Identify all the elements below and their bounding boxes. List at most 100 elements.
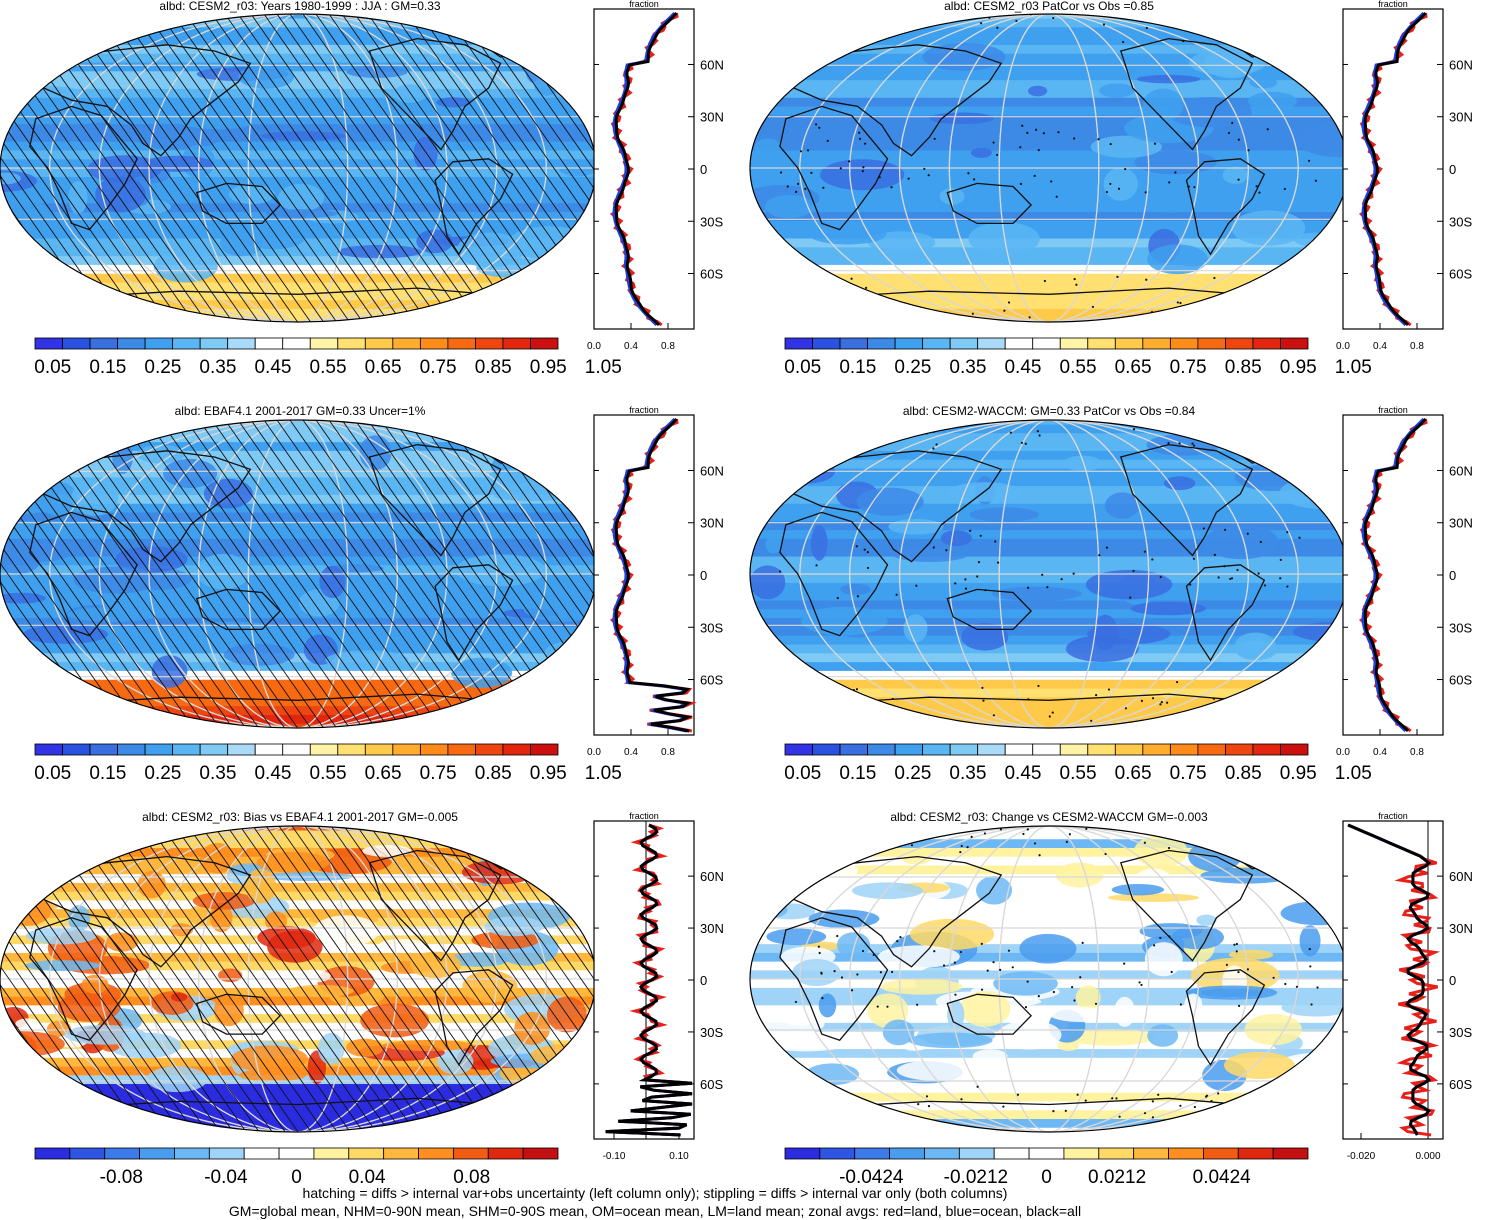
colorbar-swatch bbox=[383, 1147, 419, 1160]
zonal-x-tick-label: 0.4 bbox=[1373, 747, 1387, 758]
zonal-x-tick-label: 0.8 bbox=[1410, 747, 1424, 758]
zonal-header: fraction bbox=[629, 811, 659, 821]
colorbar-label: 0.25 bbox=[894, 763, 931, 784]
colorbar-label: -0.0212 bbox=[944, 1167, 1008, 1188]
colorbar-label: -0.08 bbox=[100, 1167, 143, 1188]
colorbar-label: 0.55 bbox=[1060, 763, 1097, 784]
colorbar-swatch bbox=[819, 1147, 856, 1160]
zonal-all-curve bbox=[1363, 12, 1427, 327]
colorbar-swatch bbox=[208, 1147, 245, 1160]
colorbar-swatch bbox=[1203, 1147, 1239, 1160]
zonal-mean-plot: fraction 60N 30N 0 30S 60S 0.0 0.4 0.8 bbox=[587, 0, 724, 352]
colorbar-swatch bbox=[1059, 337, 1089, 350]
colorbar-label: 0.45 bbox=[254, 763, 291, 784]
colorbar-swatch bbox=[854, 1147, 891, 1160]
colorbar-swatch bbox=[530, 337, 559, 350]
zonal-x-tick-label: 0.8 bbox=[1410, 341, 1424, 352]
colorbar-label: 0.45 bbox=[254, 357, 291, 378]
lat-tick-label: 30S bbox=[1449, 620, 1472, 635]
colorbar-swatch bbox=[172, 743, 201, 756]
zonal-x-tick-label: 0.4 bbox=[1373, 341, 1387, 352]
colorbar-label: 1.05 bbox=[1335, 357, 1372, 378]
colorbar-swatch bbox=[392, 337, 421, 350]
zonal-x-tick-label: -0.020 bbox=[1347, 1151, 1376, 1162]
colorbar-label: 0.25 bbox=[144, 357, 181, 378]
map-p4 bbox=[749, 419, 1349, 729]
colorbar-swatch bbox=[867, 337, 896, 350]
colorbar-swatch bbox=[530, 743, 559, 756]
colorbar-swatch bbox=[418, 1147, 454, 1160]
lat-tick-label: 0 bbox=[700, 568, 707, 583]
colorbar-swatch bbox=[922, 337, 951, 350]
colorbar-swatch bbox=[254, 337, 284, 350]
panel-title: albd: CESM2_r03: Bias vs EBAF4.1 2001-20… bbox=[142, 810, 458, 824]
map-p1 bbox=[0, 13, 597, 323]
colorbar-swatch bbox=[282, 743, 311, 756]
colorbar-swatch bbox=[337, 743, 366, 756]
colorbar-swatch bbox=[839, 743, 868, 756]
lat-tick-label: 60S bbox=[1449, 1077, 1472, 1092]
zonal-ocean-curve bbox=[612, 417, 692, 733]
colorbar-label: 0 bbox=[1041, 1167, 1052, 1188]
colorbar-swatch bbox=[993, 1147, 1030, 1160]
zonal-header: fraction bbox=[1378, 405, 1408, 415]
colorbar-label: 0.65 bbox=[1115, 763, 1152, 784]
zonal-mean-plot: fraction 60N 30N 0 30S 60S -0.020 0.000 bbox=[1342, 811, 1473, 1162]
colorbar-label: 0.55 bbox=[310, 763, 347, 784]
colorbar-swatch bbox=[1087, 743, 1116, 756]
panel-title: albd: CESM2_r03: Change vs CESM2-WACCM G… bbox=[890, 810, 1208, 824]
lat-tick-label: 30S bbox=[1449, 1025, 1472, 1040]
colorbar-swatch bbox=[1225, 337, 1254, 350]
lat-tick-label: 60S bbox=[700, 673, 723, 688]
lat-tick-label: 60N bbox=[1449, 463, 1473, 478]
map-p3 bbox=[0, 419, 597, 729]
colorbar-swatch bbox=[1237, 1147, 1274, 1160]
colorbar-swatch bbox=[1114, 337, 1144, 350]
colorbar-swatch bbox=[278, 1147, 315, 1160]
colorbar-swatch bbox=[447, 337, 476, 350]
colorbar-label: 0.05 bbox=[784, 763, 821, 784]
colorbar-label: -0.0424 bbox=[839, 1167, 904, 1188]
colorbar-swatch bbox=[452, 1147, 489, 1160]
colorbar-swatch bbox=[1133, 1147, 1169, 1160]
colorbar-swatch bbox=[309, 337, 339, 350]
colorbar-swatch bbox=[62, 743, 91, 756]
zonal-x-tick-label: 0.000 bbox=[1415, 1151, 1440, 1162]
colorbar-swatch bbox=[1197, 743, 1226, 756]
colorbar-label: 0.95 bbox=[1280, 763, 1317, 784]
lat-tick-label: 60N bbox=[1449, 869, 1473, 884]
lat-tick-label: 30N bbox=[700, 921, 724, 936]
zonal-mean-plot: fraction 60N 30N 0 30S 60S 0.0 0.4 0.8 bbox=[1336, 0, 1473, 352]
colorbar-label: 0.15 bbox=[839, 357, 876, 378]
lat-tick-label: 30S bbox=[700, 620, 723, 635]
colorbar-swatch bbox=[1028, 1147, 1065, 1160]
colorbar-swatch bbox=[364, 337, 394, 350]
lat-tick-label: 30S bbox=[700, 1025, 723, 1040]
colorbar-swatch bbox=[784, 1147, 821, 1160]
colorbar: 0.05 0.15 0.25 0.35 0.45 0.55 0.65 0.75 0.85 0.95… bbox=[34, 337, 622, 378]
map-p5 bbox=[0, 825, 597, 1133]
colorbar-swatch bbox=[1197, 337, 1226, 350]
colorbar-swatch bbox=[62, 337, 91, 350]
colorbar-label: 0.25 bbox=[144, 763, 181, 784]
zonal-x-tick-label: 0.4 bbox=[624, 747, 638, 758]
colorbar-label: 0.75 bbox=[420, 357, 457, 378]
colorbar-label: 0.35 bbox=[949, 357, 986, 378]
zonal-header: fraction bbox=[1378, 811, 1408, 821]
colorbar-swatch bbox=[254, 743, 284, 756]
lat-tick-label: 0 bbox=[700, 162, 707, 177]
colorbar-swatch bbox=[447, 743, 476, 756]
colorbar-label: 0.15 bbox=[839, 763, 876, 784]
colorbar-swatch bbox=[144, 743, 174, 756]
colorbar-swatch bbox=[1169, 337, 1199, 350]
lat-tick-label: 0 bbox=[1449, 162, 1456, 177]
colorbar: -0.0424 -0.0212 0 0.0212 0.0424 bbox=[784, 1147, 1309, 1188]
colorbar-swatch bbox=[977, 743, 1006, 756]
colorbar-swatch bbox=[922, 743, 951, 756]
colorbar-label: 1.05 bbox=[1335, 763, 1372, 784]
colorbar-swatch bbox=[34, 1147, 71, 1160]
zonal-ocean-curve bbox=[1361, 11, 1425, 327]
colorbar-swatch bbox=[1280, 743, 1309, 756]
zonal-all-curve bbox=[1363, 418, 1427, 733]
colorbar-swatch bbox=[812, 337, 841, 350]
